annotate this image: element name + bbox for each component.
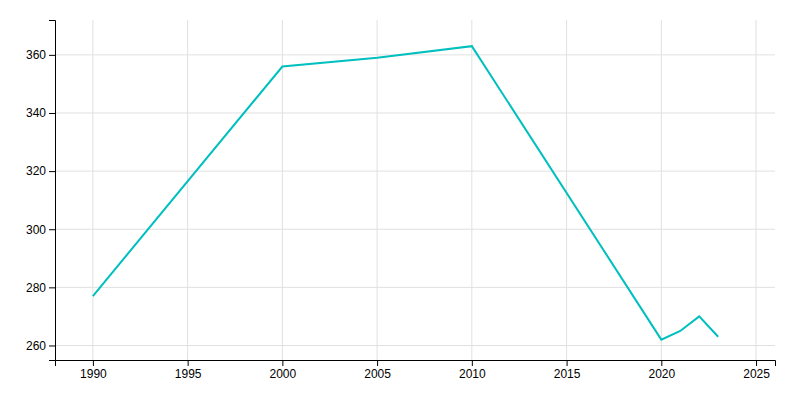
y-grid-line <box>55 229 775 230</box>
y-axis-line <box>49 21 56 361</box>
x-tick-mark <box>472 360 473 366</box>
y-grid-line <box>55 287 775 288</box>
x-grid-line <box>92 20 93 360</box>
x-tick-label: 2000 <box>270 367 297 381</box>
x-tick-mark <box>188 360 189 366</box>
y-tick-mark <box>49 229 55 230</box>
y-tick-label: 340 <box>26 106 46 120</box>
x-tick: 1995 <box>175 360 202 381</box>
x-tick-label: 2005 <box>364 367 391 381</box>
y-tick-label: 300 <box>26 223 46 237</box>
y-tick-mark <box>49 287 55 288</box>
x-tick-label: 1990 <box>80 367 107 381</box>
x-axis-line <box>56 361 776 367</box>
grid <box>55 20 775 360</box>
y-tick: 340 <box>26 106 55 120</box>
y-tick: 320 <box>26 164 55 178</box>
data-line <box>93 46 718 340</box>
y-grid-line <box>55 54 775 55</box>
y-grid-line <box>55 345 775 346</box>
x-grid-line <box>187 20 188 360</box>
y-tick-mark <box>49 55 55 56</box>
x-grid-line <box>661 20 662 360</box>
y-tick-label: 280 <box>26 281 46 295</box>
y-tick: 260 <box>26 339 55 353</box>
y-tick: 280 <box>26 281 55 295</box>
x-tick: 2005 <box>364 360 391 381</box>
y-grid-line <box>55 171 775 172</box>
x-tick: 2000 <box>270 360 297 381</box>
x-tick: 2010 <box>459 360 486 381</box>
y-tick-label: 260 <box>26 339 46 353</box>
marks <box>93 46 718 340</box>
x-tick: 2020 <box>648 360 675 381</box>
y-tick-label: 320 <box>26 164 46 178</box>
x-tick-mark <box>661 360 662 366</box>
y-tick-mark <box>49 113 55 114</box>
x-tick-mark <box>282 360 283 366</box>
y-tick-mark <box>49 345 55 346</box>
x-tick: 2025 <box>743 360 770 381</box>
x-tick-mark <box>567 360 568 366</box>
x-tick-label: 2020 <box>648 367 675 381</box>
x-tick-label: 2010 <box>459 367 486 381</box>
x-tick-mark <box>756 360 757 366</box>
x-grid-line <box>566 20 567 360</box>
y-grid-line <box>55 112 775 113</box>
x-grid-line <box>471 20 472 360</box>
x-tick-mark <box>377 360 378 366</box>
chart: 1990 1995 2000 2005 2010 2015 2020 2025 260 280 30… <box>0 0 800 400</box>
y-tick: 300 <box>26 223 55 237</box>
plot-area: 1990 1995 2000 2005 2010 2015 2020 2025 260 280 30… <box>26 20 776 381</box>
x-tick-label: 2015 <box>554 367 581 381</box>
y-tick: 360 <box>26 48 55 62</box>
x-tick: 2015 <box>554 360 581 381</box>
x-grid-line <box>756 20 757 360</box>
y-tick-label: 360 <box>26 48 46 62</box>
x-grid-line <box>377 20 378 360</box>
x-tick-label: 1995 <box>175 367 202 381</box>
y-tick-mark <box>49 171 55 172</box>
x-tick: 1990 <box>80 360 107 381</box>
x-tick-mark <box>93 360 94 366</box>
y-axis: 260 280 300 320 340 360 <box>26 21 56 361</box>
x-axis: 1990 1995 2000 2005 2010 2015 2020 2025 <box>56 360 776 381</box>
x-grid-line <box>282 20 283 360</box>
x-tick-label: 2025 <box>743 367 770 381</box>
